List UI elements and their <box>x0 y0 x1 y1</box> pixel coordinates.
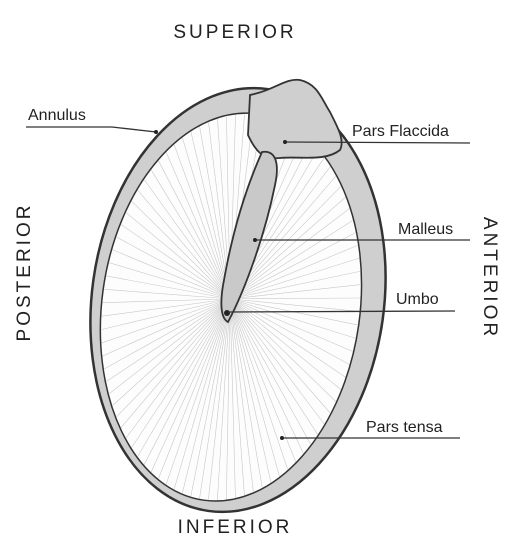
leader-dot <box>154 130 158 134</box>
posterior-label: POSTERIOR <box>14 203 35 342</box>
annulus-leader <box>26 127 156 132</box>
superior-label: SUPERIOR <box>173 22 296 43</box>
pars-tensa-label: Pars tensa <box>366 419 443 436</box>
umbo-label: Umbo <box>396 291 439 308</box>
umbo-point <box>224 310 230 316</box>
tympanic-diagram: SUPERIOR INFERIOR POSTERIOR ANTERIOR Ann… <box>0 0 506 546</box>
leader-dot <box>253 238 257 242</box>
inferior-label: INFERIOR <box>178 517 293 538</box>
pars-flaccida-label: Pars Flaccida <box>352 123 449 140</box>
pars-flaccida-area <box>248 80 342 158</box>
leader-dot <box>283 140 287 144</box>
leader-dot <box>280 436 284 440</box>
anterior-label: ANTERIOR <box>479 217 500 339</box>
malleus-label: Malleus <box>398 221 453 238</box>
annulus-label: Annulus <box>28 107 86 124</box>
